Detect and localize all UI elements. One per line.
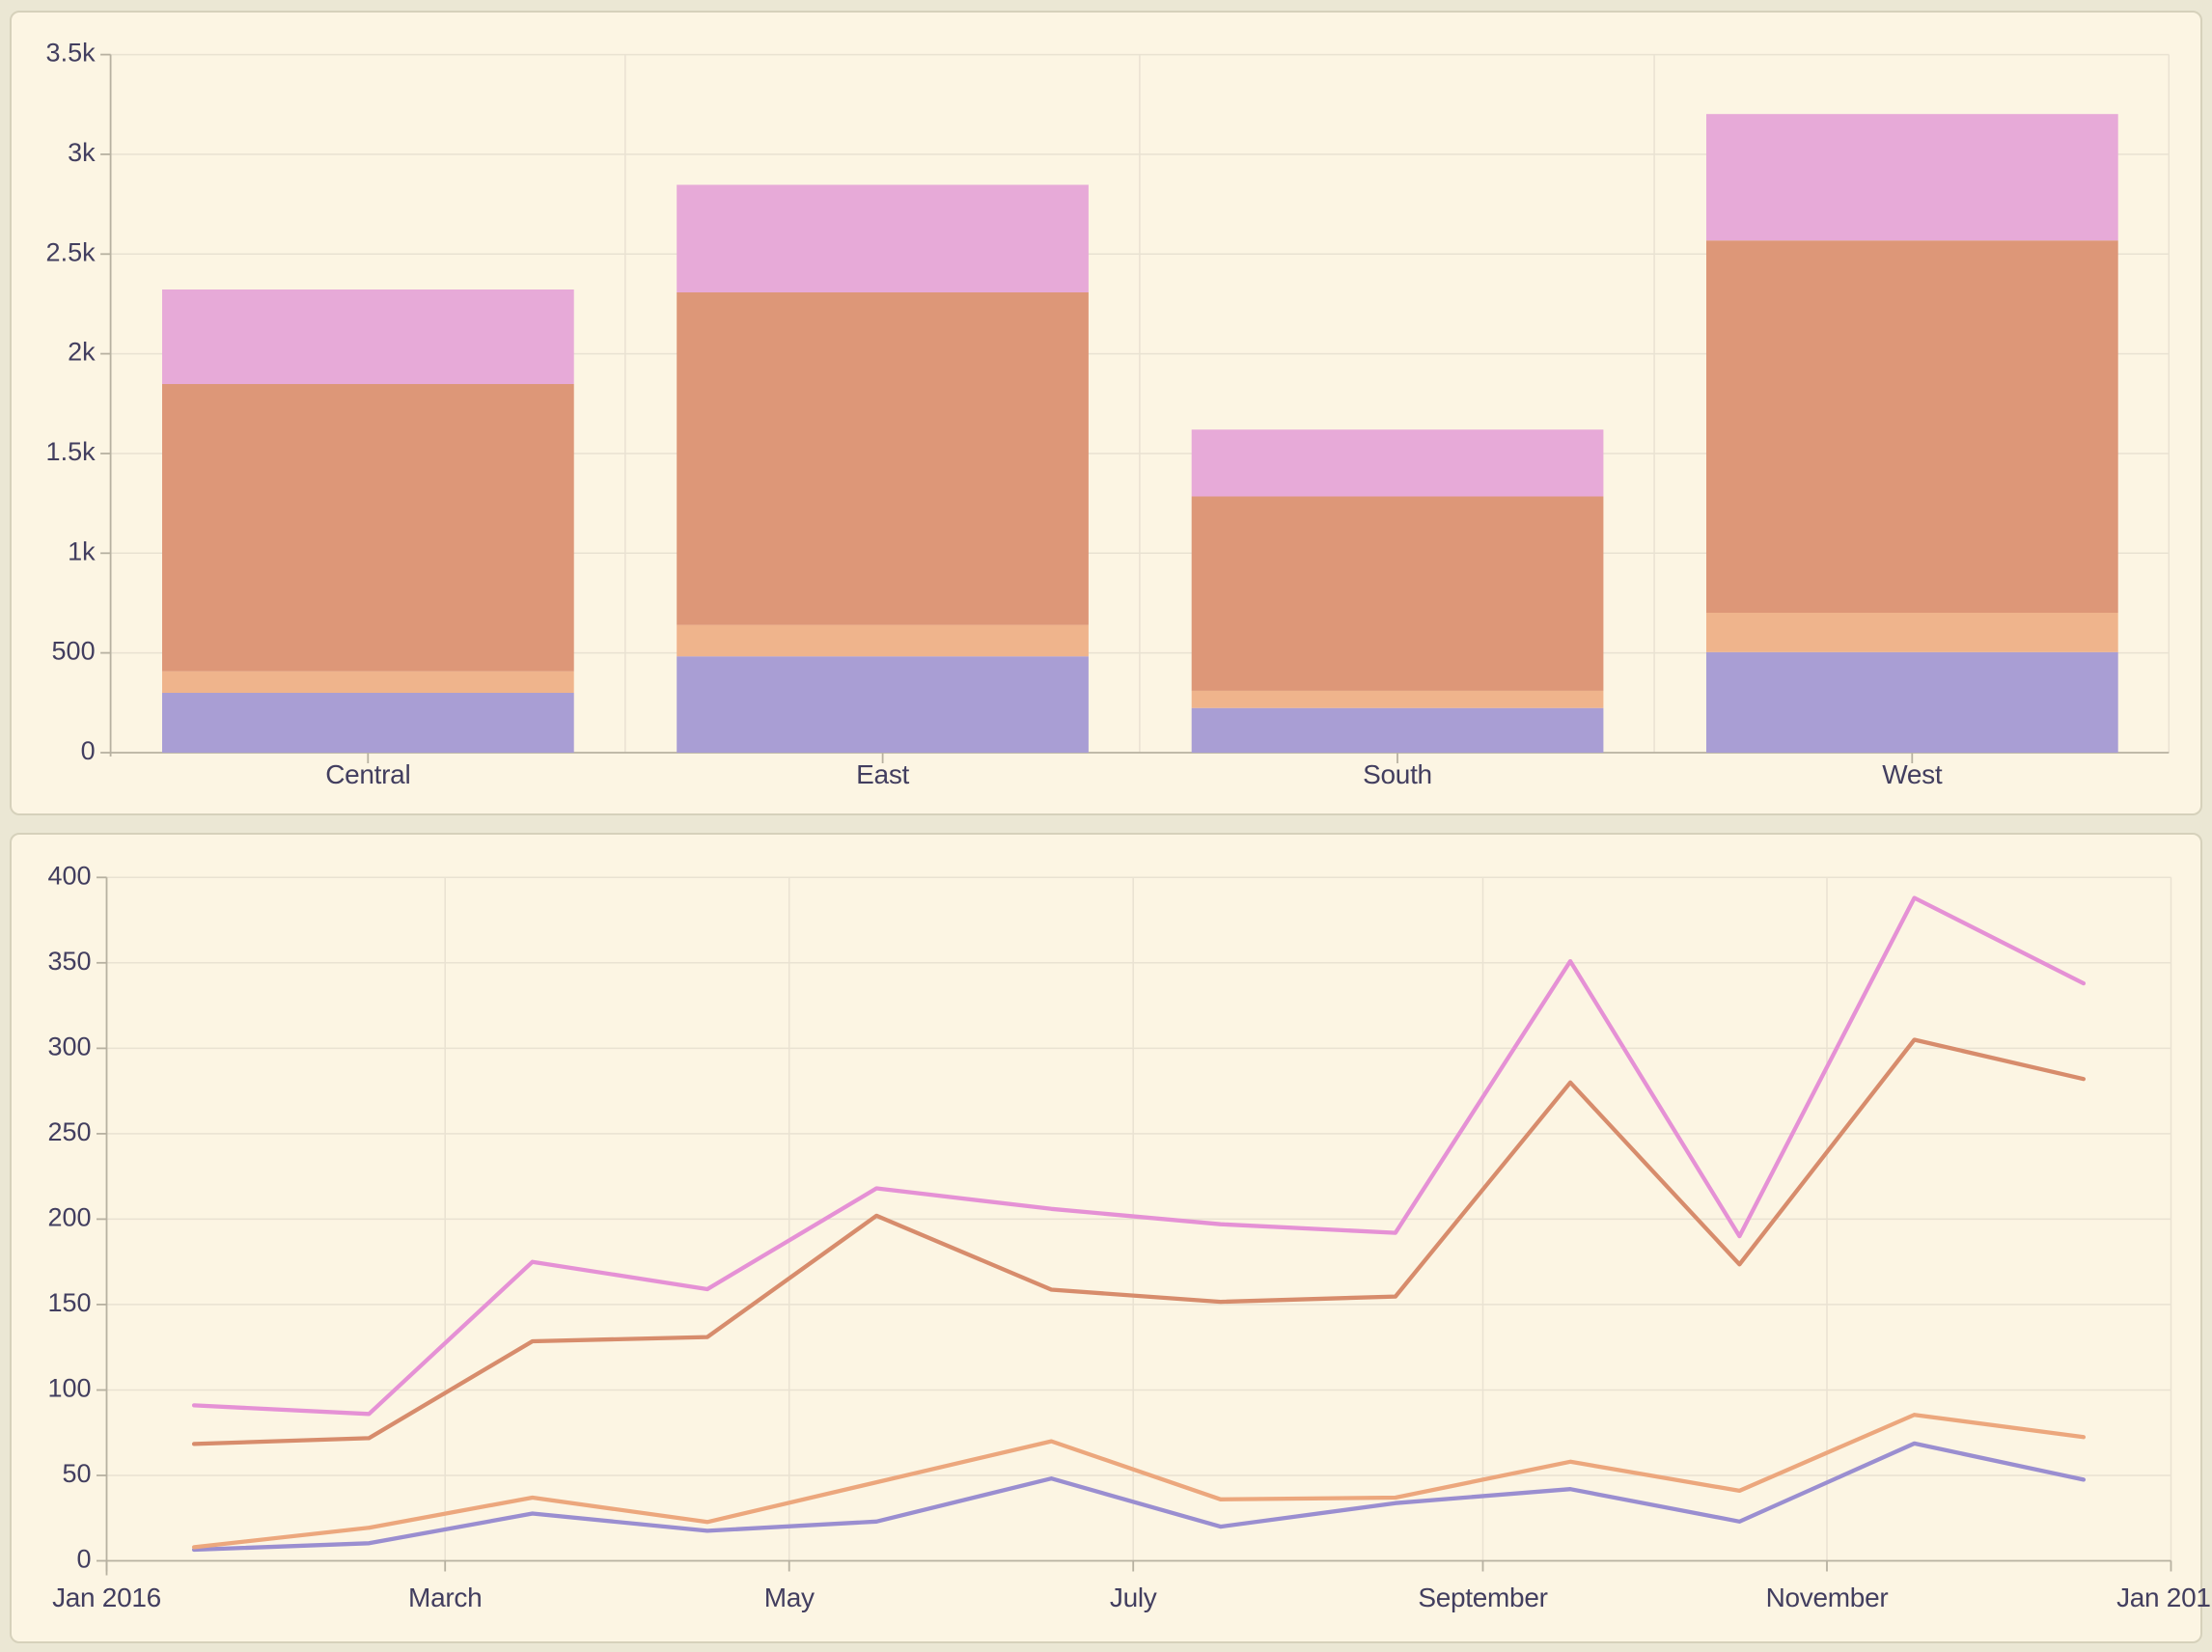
svg-text:West: West [1882,759,1943,789]
svg-text:1k: 1k [68,537,96,565]
svg-text:100: 100 [47,1374,91,1403]
svg-text:500: 500 [52,637,96,666]
svg-text:May: May [764,1583,815,1612]
svg-text:250: 250 [47,1117,91,1146]
svg-text:Jan 2017: Jan 2017 [2116,1583,2212,1612]
svg-text:July: July [1110,1583,1157,1612]
svg-text:November: November [1766,1583,1889,1612]
svg-text:3.5k: 3.5k [46,39,97,68]
svg-text:350: 350 [47,947,91,976]
svg-text:150: 150 [47,1288,91,1317]
svg-text:300: 300 [47,1032,91,1060]
svg-text:East: East [856,759,909,789]
svg-text:South: South [1363,759,1432,789]
svg-text:1.5k: 1.5k [46,437,97,466]
svg-text:0: 0 [76,1545,91,1574]
svg-text:Central: Central [325,759,410,789]
svg-text:March: March [408,1583,482,1612]
svg-text:0: 0 [81,736,96,765]
svg-text:200: 200 [47,1202,91,1231]
svg-text:400: 400 [47,861,91,890]
svg-text:50: 50 [62,1459,91,1488]
svg-text:2.5k: 2.5k [46,237,97,266]
svg-text:September: September [1418,1583,1547,1612]
svg-text:2k: 2k [68,338,96,367]
svg-text:3k: 3k [68,138,96,167]
svg-text:Jan 2016: Jan 2016 [52,1583,161,1612]
